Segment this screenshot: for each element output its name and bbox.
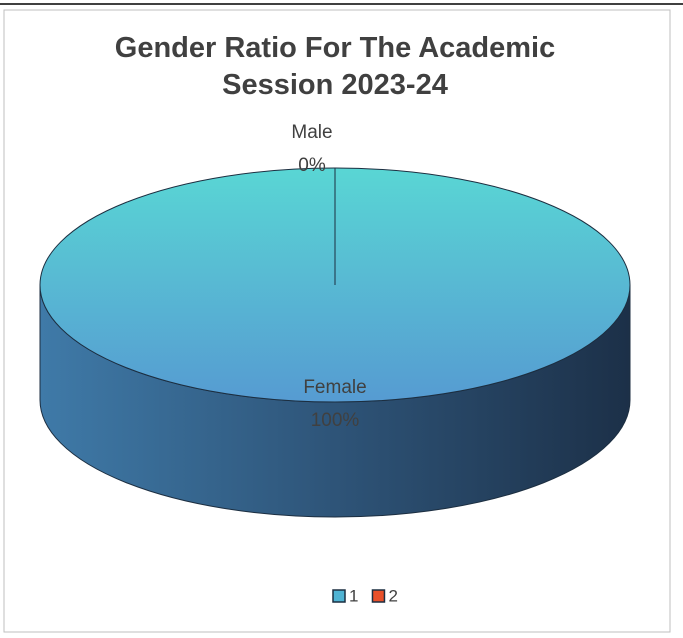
legend-label: 1	[349, 586, 358, 605]
data-label-category: Female	[303, 377, 366, 398]
chart-frame	[3, 9, 671, 633]
legend-swatch	[332, 589, 346, 603]
legend-label: 2	[388, 586, 397, 605]
data-label-value: 100%	[311, 410, 360, 431]
chart-title: Gender Ratio For The Academic Session 20…	[114, 32, 556, 101]
data-label-value: 0%	[298, 155, 326, 176]
legend-swatch	[371, 589, 386, 603]
data-label-category: Male	[291, 122, 332, 143]
